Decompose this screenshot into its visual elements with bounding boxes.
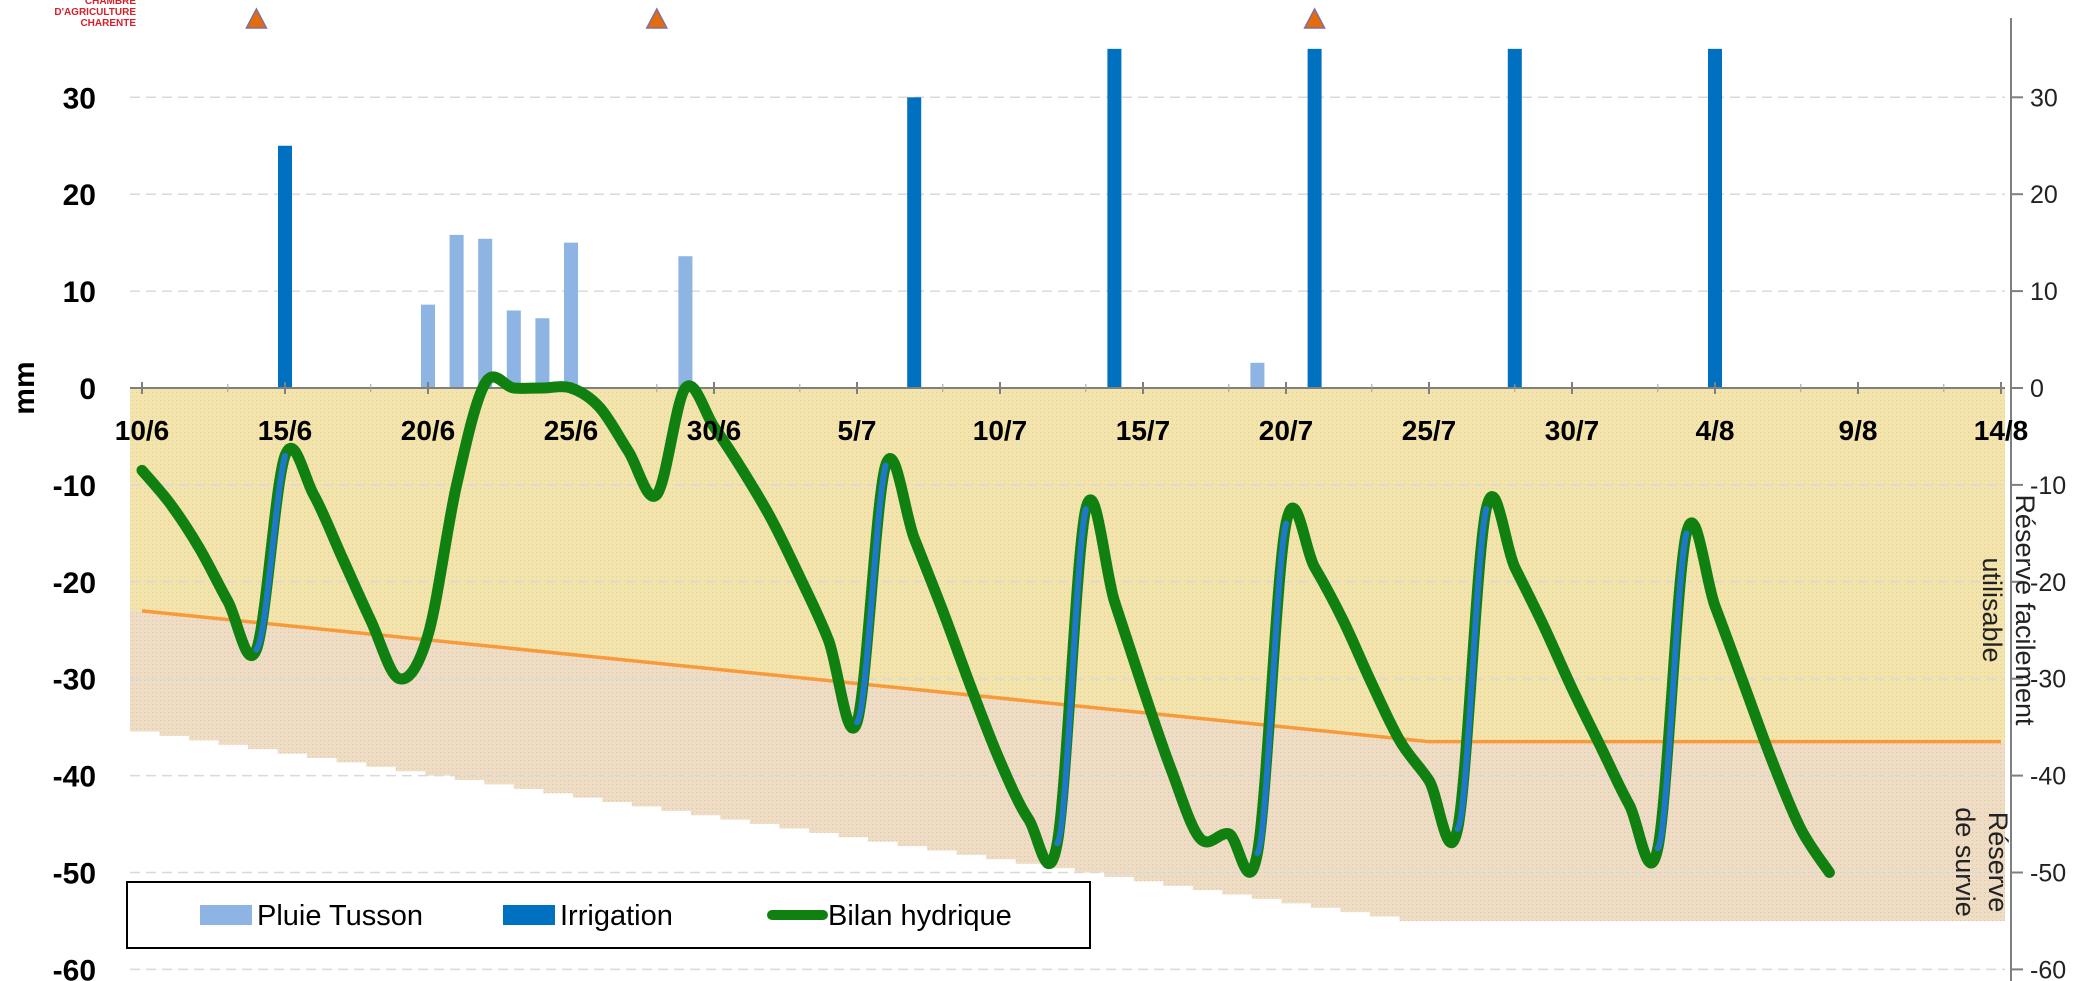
y-tick-label-right: -20 [2030,569,2066,597]
x-tick-label: 25/7 [1402,415,1457,446]
legend-swatch-irrigation [503,905,555,925]
zone-label: Réserve [1983,812,2013,913]
legend-label-irrigation: Irrigation [560,900,673,932]
y-tick-label-right: 20 [2030,181,2058,209]
rfu-limit-line [141,609,2001,744]
rain-bar [478,238,493,388]
y-tick-label-right: -10 [2030,472,2066,500]
rain-bar [678,256,693,388]
irrigation-bar [1708,48,1722,388]
x-tick-label: 20/6 [401,415,456,446]
y-tick-label-left: -20 [53,567,96,600]
legend-label-balance: Bilan hydrique [828,900,1012,932]
y-tick-label-left: 10 [63,276,96,309]
bilan-irrigation-rise [854,462,889,726]
y-tick-label-right: 10 [2030,278,2058,306]
x-tick-label: 4/8 [1696,415,1735,446]
y-tick-label-left: 30 [63,82,96,115]
y-tick-label-left: 20 [63,179,96,212]
irrigation-bar [278,145,292,388]
bilan-irrigation-rise [1654,530,1690,852]
y-tick-label-right: -40 [2030,763,2066,791]
rain-bar [535,318,550,388]
bars [278,48,1722,389]
zone-label: de survie [1950,807,1980,917]
rain-bar [564,242,578,388]
x-tick-label: 20/7 [1259,415,1314,446]
y-tick-label-left: -30 [53,664,96,697]
x-tick-label: 15/6 [258,415,313,446]
x-tick-label: 15/7 [1116,415,1171,446]
y-tick-label-left: -10 [53,470,96,503]
logo-line-2: CHARENTE [80,18,136,29]
irrigation-bar [1107,48,1122,388]
zone-label: utilisable [1977,557,2007,662]
treatment-marker [1303,7,1326,29]
y-tick-label-right: -60 [2030,956,2066,981]
rain-bar [449,234,464,388]
bilan-hydrique-line [136,371,1835,878]
x-tick-label: 9/8 [1839,415,1878,446]
y-tick-label-right: -50 [2030,860,2066,888]
x-tick-label: 30/6 [687,415,742,446]
bilan-irrigation-rise [1254,520,1289,857]
legend-swatch-rain [200,905,252,925]
x-tick-label: 5/7 [838,415,877,446]
y-tick-label-left: 0 [79,373,96,406]
bilan-irrigation-rise [1054,506,1089,847]
zone-label: Réserve facilement [2010,494,2040,726]
bilan-irrigation-rise [1454,506,1490,832]
y-tick-label-left: -60 [53,954,96,981]
rain-bar [506,310,521,388]
y-tick-label-left: -50 [53,858,96,891]
x-tick-label: 30/7 [1545,415,1600,446]
legend: Pluie Tusson Irrigation Bilan hydrique [126,881,1091,949]
chambre-agriculture-logo: CHAMBRE D'AGRICULTURE CHARENTE [4,0,136,29]
rain-bar [421,304,435,388]
rain-bar [1250,362,1265,388]
irrigation-bar [907,97,922,389]
y-tick-label-right: -30 [2030,666,2066,694]
x-tick-label: 10/6 [115,415,170,446]
logo-line-1: CHAMBRE D'AGRICULTURE [54,0,136,18]
y-tick-label-left: -40 [53,761,96,794]
irrigation-bar [1307,48,1322,388]
lines [136,371,2001,878]
y-tick-label-right: 0 [2030,375,2044,403]
legend-box [126,881,1091,949]
irrigation-bar [1507,48,1522,388]
chart-text: 30 30 20 20 10 10 0 0 -10 -10 -20 -20 -30 -30 -40 -40 -5… [8,82,2066,981]
x-tick-label: 14/8 [1974,415,2029,446]
legend-label-rain: Pluie Tusson [257,900,423,932]
y-tick-label-right: 30 [2030,84,2058,112]
y-axis-title: mm [8,361,41,414]
axes [130,18,2023,981]
treatment-marker [645,7,669,29]
zone-reserve-facilement-utilisable [130,388,2005,742]
treatment-marker [245,7,268,29]
bilan-irrigation-rise [253,452,288,653]
treatment-markers [245,7,1326,29]
x-tick-label: 25/6 [544,415,599,446]
x-tick-label: 10/7 [973,415,1028,446]
